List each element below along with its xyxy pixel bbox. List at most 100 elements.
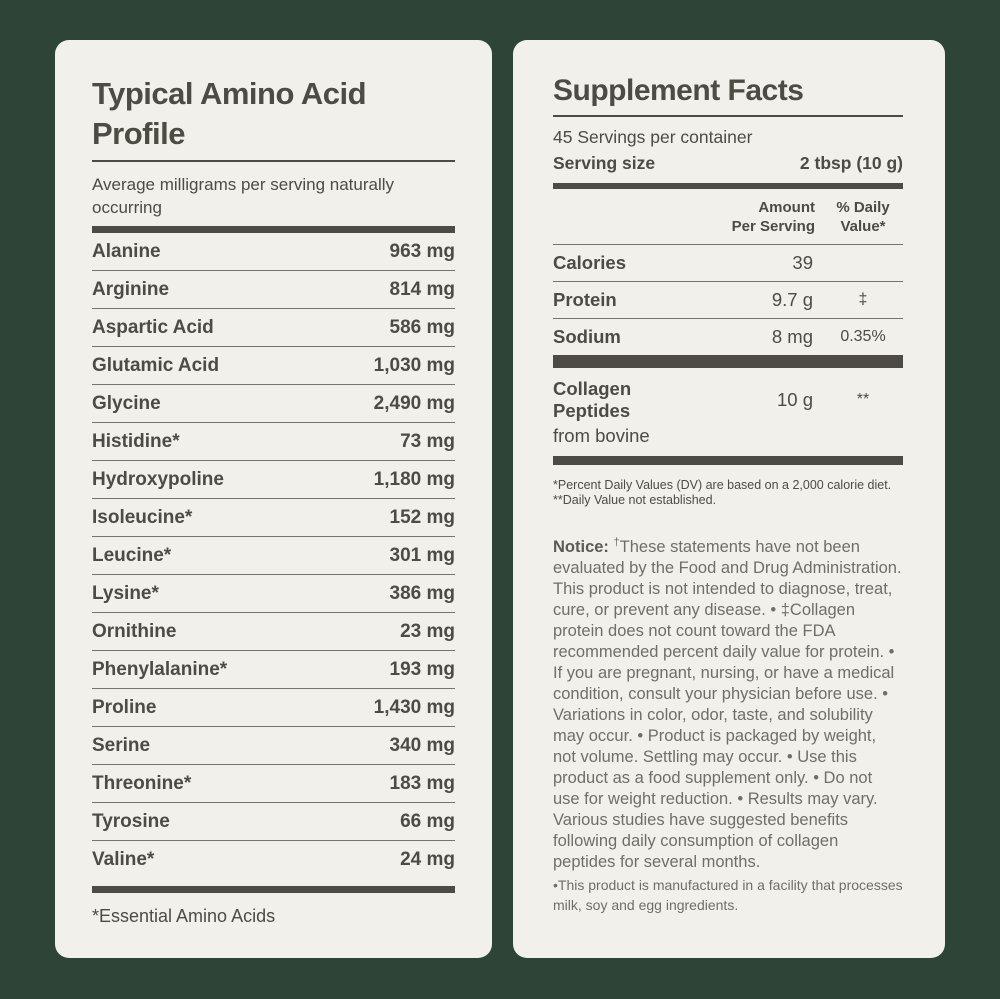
amino-name: Tyrosine xyxy=(92,810,170,832)
amino-value: 586 mg xyxy=(389,316,455,338)
amount-header-line2: Per Serving xyxy=(731,218,815,235)
amino-value: 301 mg xyxy=(389,544,455,566)
facility-allergen-note: •This product is manufactured in a facil… xyxy=(553,877,903,913)
table-row: Alanine 963 mg xyxy=(92,233,455,271)
amino-value: 183 mg xyxy=(389,772,455,794)
serving-size-value: 2 tbsp (10 g) xyxy=(799,153,903,173)
thick-divider-top xyxy=(92,226,455,233)
collagen-dv: ** xyxy=(856,391,870,408)
daily-value-header: % Daily Value* xyxy=(823,198,903,236)
amino-name: Ornithine xyxy=(92,620,177,642)
amino-name: Serine xyxy=(92,734,151,756)
nutrient-dv: 0.35% xyxy=(840,328,886,345)
amino-value: 1,430 mg xyxy=(373,696,455,718)
amino-name: Glycine xyxy=(92,392,161,414)
facts-column-headers: Amount Per Serving % Daily Value* xyxy=(553,198,903,244)
collagen-amount: 10 g xyxy=(776,389,813,410)
amino-name: Aspartic Acid xyxy=(92,316,214,338)
section-separator-bar xyxy=(553,355,903,368)
serving-size-row: Serving size 2 tbsp (10 g) xyxy=(553,153,903,174)
supplement-facts-panel: Supplement Facts 45 Servings per contain… xyxy=(513,40,945,958)
amino-name: Histidine* xyxy=(92,430,180,452)
table-row: Glycine 2,490 mg xyxy=(92,385,455,423)
notice-label: Notice: xyxy=(553,538,609,556)
nutrient-dv: ‡ xyxy=(858,291,868,308)
table-row: Tyrosine 66 mg xyxy=(92,803,455,841)
amino-acid-table: Alanine 963 mg Arginine 814 mg Aspartic … xyxy=(92,233,455,879)
collagen-peptides-row: Collagen Peptides 10 g ** from bovine xyxy=(553,368,903,456)
amino-name: Isoleucine* xyxy=(92,506,193,528)
amino-value: 24 mg xyxy=(400,849,455,870)
servings-per-container: 45 Servings per container xyxy=(553,127,753,147)
amino-value: 814 mg xyxy=(389,278,455,300)
amino-value: 152 mg xyxy=(389,506,455,528)
amino-name: Glutamic Acid xyxy=(92,354,220,376)
nutrient-row-protein: Protein 9.7 g ‡ xyxy=(553,281,903,318)
dv-header-line2: Value* xyxy=(840,218,886,235)
supplement-facts-title: Supplement Facts xyxy=(553,74,804,107)
amino-value: 386 mg xyxy=(389,582,455,604)
table-row: Leucine* 301 mg xyxy=(92,537,455,575)
table-row: Proline 1,430 mg xyxy=(92,689,455,727)
amino-value: 66 mg xyxy=(400,810,455,832)
table-row: Arginine 814 mg xyxy=(92,271,455,309)
amino-name: Valine* xyxy=(92,849,155,870)
table-row: Isoleucine* 152 mg xyxy=(92,499,455,537)
amino-name: Arginine xyxy=(92,278,170,300)
table-row: Serine 340 mg xyxy=(92,727,455,765)
table-row: Hydroxypoline 1,180 mg xyxy=(92,461,455,499)
amino-value: 963 mg xyxy=(389,240,455,262)
amino-value: 1,180 mg xyxy=(373,468,455,490)
amino-name: Phenylalanine* xyxy=(92,658,228,680)
thick-divider-bottom xyxy=(92,886,455,893)
amino-name: Alanine xyxy=(92,240,161,262)
amino-panel-subtitle: Average milligrams per serving naturally… xyxy=(92,175,395,217)
amino-value: 2,490 mg xyxy=(373,392,455,414)
footnote-dv-not-established: **Daily Value not established. xyxy=(553,493,717,507)
footnote-percent-dv: *Percent Daily Values (DV) are based on … xyxy=(553,478,892,492)
amino-value: 73 mg xyxy=(400,430,455,452)
nutrient-row-calories: Calories 39 xyxy=(553,244,903,281)
serving-size-label: Serving size xyxy=(553,153,656,173)
collagen-source: from bovine xyxy=(553,425,650,446)
table-row: Valine* 24 mg xyxy=(92,841,455,879)
table-row: Lysine* 386 mg xyxy=(92,575,455,613)
thick-divider xyxy=(553,183,903,189)
table-row: Histidine* 73 mg xyxy=(92,423,455,461)
collagen-name: Collagen Peptides xyxy=(553,378,632,421)
amino-name: Lysine* xyxy=(92,582,159,604)
nutrient-amount: 8 mg xyxy=(771,326,813,347)
amino-name: Hydroxypoline xyxy=(92,468,224,490)
nutrient-name: Sodium xyxy=(553,326,621,347)
title-divider xyxy=(92,160,455,162)
dv-header-line1: % Daily xyxy=(836,199,890,216)
nutrient-name: Protein xyxy=(553,289,617,310)
amount-header-line1: Amount xyxy=(758,199,815,216)
amino-value: 340 mg xyxy=(389,734,455,756)
title-divider xyxy=(553,115,903,117)
amino-name: Threonine* xyxy=(92,772,192,794)
amino-panel-title: Typical Amino Acid Profile xyxy=(92,76,367,151)
table-row: Glutamic Acid 1,030 mg xyxy=(92,347,455,385)
nutrient-name: Calories xyxy=(553,252,627,273)
notice-body: These statements have not been evaluated… xyxy=(553,538,902,871)
notice-paragraph: Notice: †These statements have not been … xyxy=(553,537,903,873)
amount-per-serving-header: Amount Per Serving xyxy=(690,198,823,236)
nutrient-amount: 39 xyxy=(792,252,813,273)
amino-acid-profile-panel: Typical Amino Acid Profile Average milli… xyxy=(55,40,492,958)
amino-name: Proline xyxy=(92,696,157,718)
daily-value-footnotes: *Percent Daily Values (DV) are based on … xyxy=(553,478,903,508)
amino-value: 193 mg xyxy=(389,658,455,680)
table-row: Threonine* 183 mg xyxy=(92,765,455,803)
amino-name: Leucine* xyxy=(92,544,172,566)
essential-amino-acids-note: *Essential Amino Acids xyxy=(92,906,276,926)
table-row: Aspartic Acid 586 mg xyxy=(92,309,455,347)
section-separator-bar-thin xyxy=(553,456,903,465)
dagger-symbol: † xyxy=(613,536,620,549)
table-row: Phenylalanine* 193 mg xyxy=(92,651,455,689)
nutrient-row-sodium: Sodium 8 mg 0.35% xyxy=(553,318,903,355)
table-row: Ornithine 23 mg xyxy=(92,613,455,651)
amino-value: 1,030 mg xyxy=(373,354,455,376)
nutrient-amount: 9.7 g xyxy=(771,289,813,310)
amino-value: 23 mg xyxy=(400,620,455,642)
